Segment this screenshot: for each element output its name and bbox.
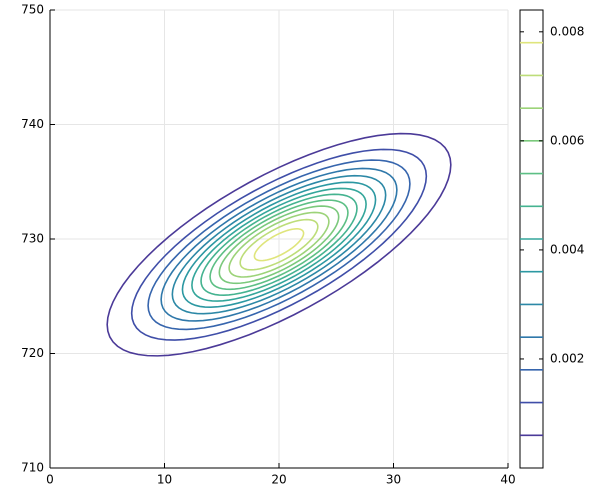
contour-line xyxy=(228,211,330,278)
contour-line xyxy=(130,148,428,341)
y-tick-label: 730 xyxy=(21,232,44,246)
colorbar-tick-label: 0.006 xyxy=(550,133,584,147)
contour-line xyxy=(160,167,398,322)
colorbar-tick-label: 0.008 xyxy=(550,24,584,38)
x-tick-label: 20 xyxy=(271,473,286,487)
contour-line xyxy=(209,199,349,291)
contour-line xyxy=(147,159,411,331)
y-tick-label: 710 xyxy=(21,461,44,475)
contour-line xyxy=(200,193,358,296)
contour-line xyxy=(171,174,387,315)
x-tick-label: 30 xyxy=(386,473,401,487)
contour-line xyxy=(218,205,340,285)
contour-line xyxy=(191,187,367,302)
contour-line xyxy=(106,132,452,357)
contour-line xyxy=(253,228,305,262)
contour-line xyxy=(181,181,377,308)
y-tick-label: 720 xyxy=(21,346,44,360)
x-tick-label: 40 xyxy=(500,473,515,487)
y-tick-label: 740 xyxy=(21,117,44,131)
colorbar-tick-label: 0.002 xyxy=(550,351,584,365)
y-tick-label: 750 xyxy=(21,3,44,17)
x-tick-label: 0 xyxy=(46,473,54,487)
x-tick-label: 10 xyxy=(157,473,172,487)
colorbar-tick-label: 0.004 xyxy=(550,242,584,256)
contour-line xyxy=(239,218,319,271)
